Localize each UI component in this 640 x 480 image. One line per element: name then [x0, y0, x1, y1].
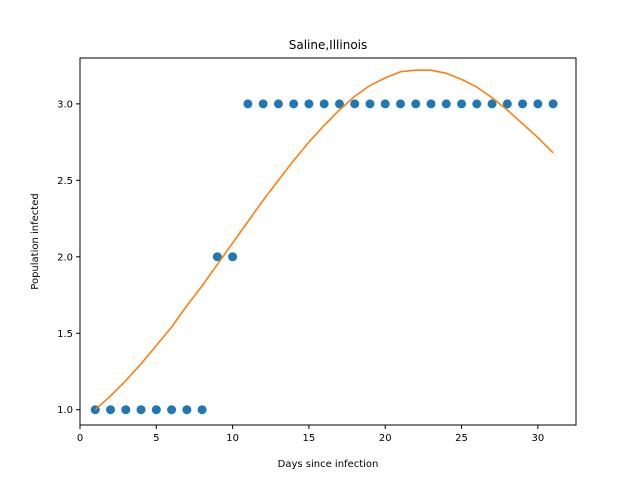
x-tick-label: 0: [77, 433, 83, 444]
scatter-point: [212, 252, 222, 262]
scatter-point: [441, 99, 451, 109]
scatter-point: [121, 405, 131, 415]
x-tick-label: 10: [226, 433, 239, 444]
scatter-point: [258, 99, 268, 109]
scatter-point: [350, 99, 360, 109]
y-axis-label: Population infected: [30, 193, 41, 289]
scatter-point: [167, 405, 177, 415]
plot-frame: [79, 57, 577, 426]
x-tick-label: 5: [153, 433, 159, 444]
x-axis: 0 5 10 15 20 25 30: [77, 425, 544, 444]
y-axis: 1.0 1.5 2.0 2.5 3.0: [57, 99, 80, 416]
scatter-point: [487, 99, 497, 109]
scatter-point: [518, 99, 528, 109]
scatter-point: [228, 252, 238, 262]
x-tick-label: 25: [455, 433, 468, 444]
y-tick-label: 2.0: [57, 252, 73, 263]
scatter-point: [136, 405, 146, 415]
plot-marks: [90, 69, 558, 415]
scatter-point: [273, 99, 283, 109]
scatter-point: [533, 99, 543, 109]
scatter-point: [106, 405, 116, 415]
y-tick-label: 2.5: [57, 176, 73, 187]
chart-title: Saline,Illinois: [289, 38, 368, 52]
scatter-point: [548, 99, 558, 109]
scatter-point: [502, 99, 512, 109]
scatter-point: [243, 99, 253, 109]
x-tick-label: 30: [531, 433, 544, 444]
x-tick-label: 20: [379, 433, 392, 444]
x-axis-label: Days since infection: [278, 459, 379, 470]
scatter-point: [319, 99, 329, 109]
scatter-point: [411, 99, 421, 109]
scatter-point: [197, 405, 207, 415]
scatter-point: [334, 99, 344, 109]
scatter-point: [457, 99, 467, 109]
scatter-point: [289, 99, 299, 109]
y-tick-label: 1.5: [57, 329, 73, 340]
scatter-point: [426, 99, 436, 109]
scatter-point: [365, 99, 375, 109]
scatter-point: [472, 99, 482, 109]
scatter-point: [380, 99, 390, 109]
scatter-point: [182, 405, 192, 415]
y-tick-label: 1.0: [57, 405, 73, 416]
scatter-point: [151, 405, 161, 415]
x-tick-label: 15: [303, 433, 316, 444]
fit-line: [94, 69, 554, 411]
y-tick-label: 3.0: [57, 99, 73, 110]
scatter-point: [395, 99, 405, 109]
scatter-point: [304, 99, 314, 109]
